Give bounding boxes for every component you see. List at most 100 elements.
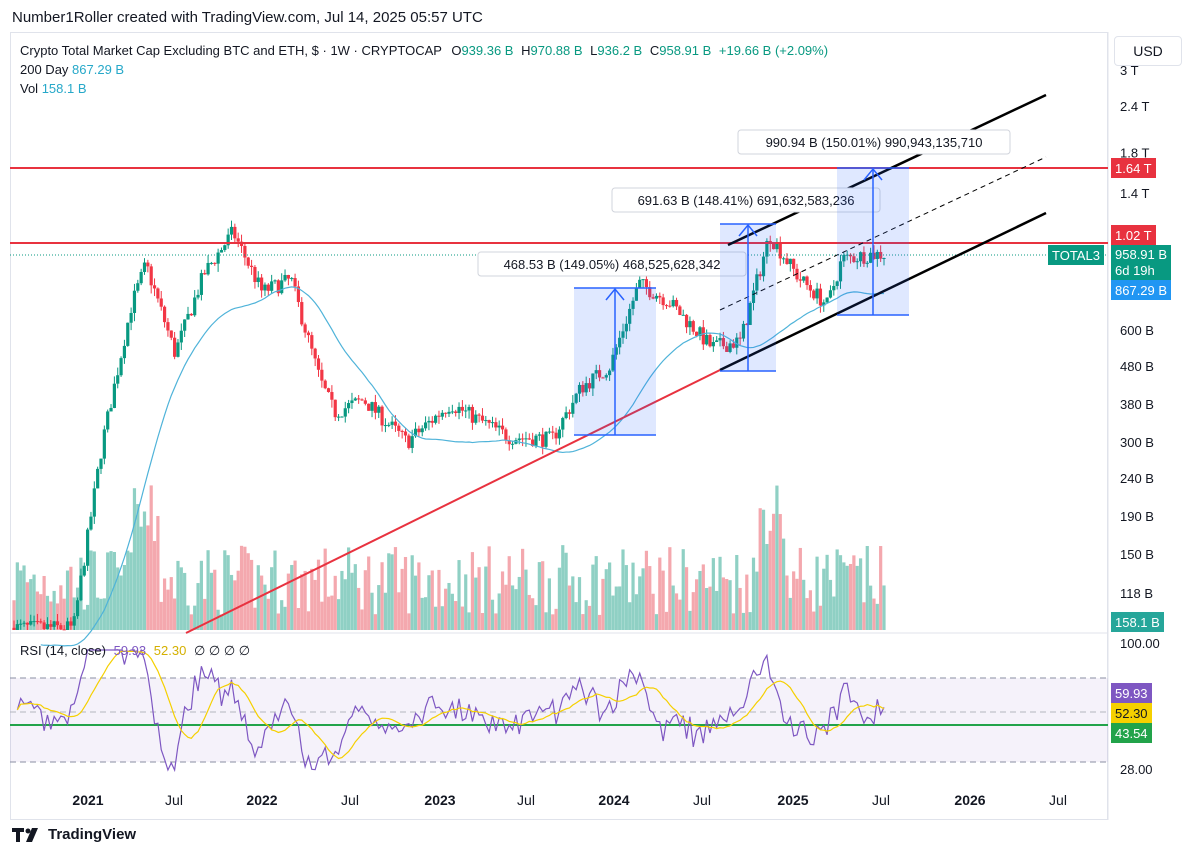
candle-body [152, 285, 157, 289]
candle-body [705, 334, 709, 345]
volume-bar [243, 546, 247, 630]
volume-bar [380, 562, 384, 630]
volume-bar [808, 590, 812, 630]
open-label: O [451, 43, 462, 58]
volume-bar [825, 554, 829, 630]
channel-upper-line [727, 93, 1047, 247]
volume-bar [15, 562, 19, 630]
volume-bar [316, 559, 321, 630]
candle-body [500, 425, 505, 430]
measure-label: 990.94 B (150.01%) 990,943,135,710 [766, 135, 983, 150]
candle-body [333, 399, 337, 418]
candle-body [434, 415, 438, 423]
candle-body [761, 256, 766, 277]
volume-bar [109, 551, 113, 630]
volume-bar [52, 590, 56, 630]
candle-body [561, 418, 565, 430]
candle-body [715, 340, 719, 343]
volume-bar [778, 514, 782, 630]
candle-body [92, 488, 96, 517]
volume-bar [434, 606, 438, 630]
volume-bar [571, 576, 575, 630]
candle-body [179, 330, 183, 343]
volume-bar [199, 560, 203, 630]
candle-body [173, 337, 177, 357]
volume-bar [537, 562, 541, 630]
candle-body [129, 312, 133, 323]
candle-body [363, 400, 367, 404]
volume-bar [363, 570, 367, 630]
volume-bars [12, 485, 886, 630]
candle-body [393, 421, 398, 426]
x-tick-label: Jul [693, 792, 711, 808]
candle-body [347, 403, 351, 409]
volume-bar [544, 612, 548, 630]
candle-body [166, 322, 170, 331]
volume-bar [715, 590, 719, 630]
measure-label: 468.53 B (149.05%) 468,525,628,342 [504, 257, 721, 272]
candle-body [751, 290, 756, 303]
candle-body [858, 252, 863, 262]
candle-body [89, 516, 93, 530]
volume-bar [758, 508, 762, 630]
candle-body [253, 266, 257, 283]
y-tick-label: 3 T [1120, 63, 1139, 78]
candle-body [454, 411, 458, 413]
volume-bar [460, 606, 464, 630]
volume-bar [82, 609, 86, 630]
candle-body [838, 261, 843, 282]
candle-body [413, 428, 418, 437]
currency-button[interactable]: USD [1114, 36, 1182, 66]
volume-bar [260, 575, 264, 630]
candle-body [755, 274, 759, 291]
candle-body [367, 403, 371, 411]
candle-body [397, 425, 401, 431]
candle-body [303, 324, 307, 333]
candle-body [233, 226, 237, 239]
volume-bar [718, 556, 722, 630]
volume-bar [89, 550, 93, 630]
volume-bar [35, 591, 40, 630]
volume-bar [477, 567, 481, 630]
volume-bar [249, 559, 254, 630]
candle-body [286, 274, 290, 279]
candle-body [812, 290, 816, 299]
candle-body [765, 240, 769, 257]
candle-body [219, 250, 224, 253]
candle-body [75, 600, 80, 617]
candle-body [132, 290, 137, 313]
candle-body [674, 299, 679, 307]
y-tick-label: 118 B [1120, 586, 1153, 601]
volume-bar [815, 556, 819, 630]
candle-body [39, 621, 43, 623]
measure-label: 691.63 B (148.41%) 691,632,583,236 [638, 193, 855, 208]
candle-body [82, 565, 86, 576]
candle-body [199, 273, 203, 295]
candle-body [521, 438, 525, 440]
volume-bar [457, 560, 461, 630]
volume-bar [848, 563, 853, 630]
candle-body [668, 305, 672, 307]
x-tick-label: Jul [517, 792, 535, 808]
measure-arrow-head [863, 167, 883, 181]
candle-body [323, 380, 327, 389]
candle-body [601, 377, 605, 379]
volume-bar [641, 568, 645, 630]
volume-bar [608, 562, 612, 630]
candle-body [62, 629, 66, 631]
volume-bar [741, 612, 746, 630]
rsi-ma-tag: 52.30 [1111, 703, 1152, 723]
volume-bar [440, 606, 444, 630]
legend-row-symbol: Crypto Total Market Cap Excluding BTC an… [20, 41, 828, 60]
candle-body [360, 399, 364, 401]
volume-bar [584, 600, 588, 630]
y-tick-label: 190 B [1120, 509, 1154, 524]
ma-200-line [40, 286, 885, 647]
candle-body [122, 345, 127, 359]
tradingview-logo: TradingView [12, 826, 136, 843]
volume-bar [467, 612, 471, 630]
x-tick-label: 2021 [72, 792, 103, 808]
volume-bar [263, 584, 267, 630]
volume-bar [25, 582, 29, 630]
